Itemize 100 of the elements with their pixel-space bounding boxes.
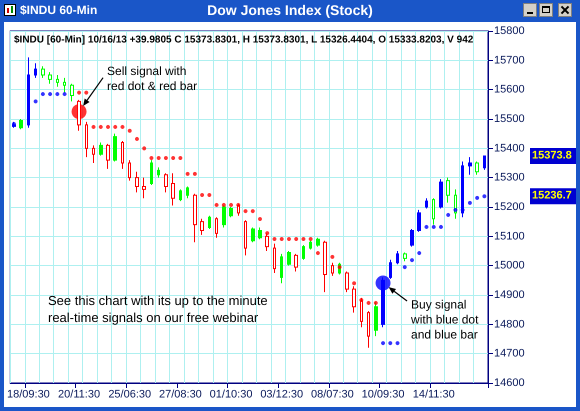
x-tick-label: 27/08:30 [158,388,202,400]
candlestick [113,133,117,162]
point [338,265,342,270]
point [381,341,386,346]
candlestick [99,142,103,156]
candlestick [265,232,269,252]
point [77,90,82,95]
y-tick-label: 15000 [494,260,525,272]
point [120,124,124,129]
point [424,224,428,229]
point [417,251,422,256]
point [366,300,371,305]
point [359,298,364,302]
point [84,90,88,95]
candlestick [200,218,204,236]
candlestick [70,83,74,102]
candlestick [280,253,283,284]
candlestick [128,160,131,182]
text: 15373.8 [532,150,572,162]
candlestick [439,178,443,209]
candlestick [403,252,407,262]
point [388,341,392,346]
candlestick [164,172,168,193]
point [258,217,262,222]
annotation: Sell signal with red dot & red bar [107,64,198,94]
point [222,202,226,207]
chart-subtitle: $INDU [60-Min] 10/16/13 +39.9805 C 15373.8301, H 15373.8301, L 15326.4404, O 15333.8203, V 942 [14,34,474,46]
point [106,124,110,129]
point [308,236,313,241]
y-tick-label: 15700 [494,54,525,66]
candlestick [461,161,464,218]
point [142,146,146,150]
point [410,258,414,262]
candlestick [106,143,110,170]
candlestick [316,237,320,248]
point [280,236,284,241]
point [171,156,176,160]
point [446,212,450,217]
point [244,209,248,214]
x-tick-label: 08/07:30 [310,388,354,400]
candlestick [41,66,45,78]
candlestick [135,171,139,193]
candlestick [258,227,262,240]
point [265,231,270,236]
candlestick [229,206,233,218]
candlestick [360,297,363,328]
y-tick-label: 15800 [494,25,525,37]
point [128,128,132,133]
candlestick [323,240,327,293]
candlestick [171,172,175,206]
candlestick [27,56,30,128]
candlestick [287,250,291,266]
candlestick [19,118,23,130]
point [272,236,276,241]
point [475,196,480,200]
candlestick [85,121,88,158]
point [62,92,67,96]
point [294,236,298,241]
point [200,192,204,197]
candlestick [331,262,334,276]
candlestick [302,244,305,260]
point [113,124,118,129]
candlestick [56,74,59,88]
candlestick [251,227,255,243]
text: 15236.7 [532,190,572,202]
candlestick [48,72,52,84]
annotation: Buy signal with blue dot and blue bar [410,297,480,342]
point [34,99,38,104]
candlestick [142,177,146,199]
candlestick [215,216,218,238]
point [229,202,234,207]
point [92,124,96,129]
candlestick [374,302,378,337]
x-tick-label: 25/06:30 [108,388,152,400]
y-tick-label: 15200 [494,201,525,213]
candlestick [468,156,472,176]
candlestick [34,62,37,78]
candlestick [410,228,414,248]
point [301,236,306,241]
point [330,254,334,259]
point [236,202,240,207]
point [438,224,443,229]
candlestick [193,193,197,243]
candlestick [121,140,124,170]
x-tick-label: 10/09:30 [362,388,404,400]
candlestick [345,271,349,293]
point [134,136,139,141]
x-tick-label: 01/10:30 [210,388,252,400]
candlestick [157,166,160,178]
candlestick [179,188,182,202]
candlestick [396,250,399,265]
point [149,156,154,160]
point [214,202,219,207]
point [48,92,52,96]
x-tick-label: 18/09:30 [6,388,50,400]
y-tick-label: 15400 [494,142,525,154]
point [374,300,378,305]
point [402,265,407,270]
y-tick-label: 15300 [494,172,525,184]
point [250,209,255,214]
